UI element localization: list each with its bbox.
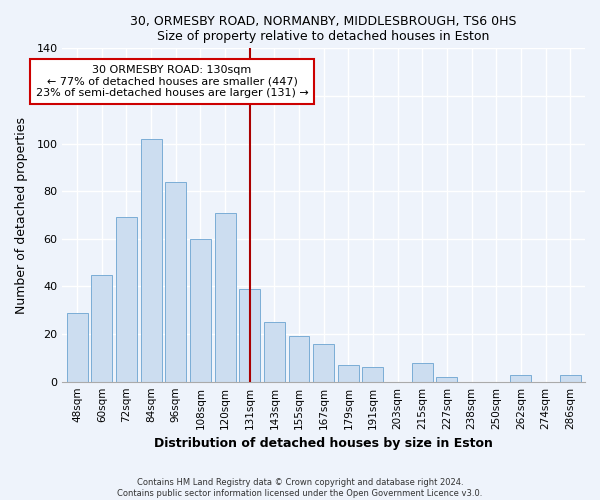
Bar	[338, 365, 359, 382]
Bar	[215, 212, 236, 382]
Text: Contains HM Land Registry data © Crown copyright and database right 2024.
Contai: Contains HM Land Registry data © Crown c…	[118, 478, 482, 498]
Bar	[91, 274, 112, 382]
Bar	[436, 377, 457, 382]
Y-axis label: Number of detached properties: Number of detached properties	[15, 116, 28, 314]
Bar	[239, 289, 260, 382]
Bar	[264, 322, 285, 382]
Bar	[362, 368, 383, 382]
Bar	[313, 344, 334, 382]
Bar	[289, 336, 310, 382]
Bar	[560, 374, 581, 382]
Bar	[190, 239, 211, 382]
Bar	[511, 374, 532, 382]
Text: 30 ORMESBY ROAD: 130sqm
← 77% of detached houses are smaller (447)
23% of semi-d: 30 ORMESBY ROAD: 130sqm ← 77% of detache…	[35, 65, 308, 98]
Bar	[140, 139, 161, 382]
Title: 30, ORMESBY ROAD, NORMANBY, MIDDLESBROUGH, TS6 0HS
Size of property relative to : 30, ORMESBY ROAD, NORMANBY, MIDDLESBROUG…	[130, 15, 517, 43]
Bar	[412, 362, 433, 382]
X-axis label: Distribution of detached houses by size in Eston: Distribution of detached houses by size …	[154, 437, 493, 450]
Bar	[165, 182, 186, 382]
Bar	[116, 218, 137, 382]
Bar	[67, 312, 88, 382]
